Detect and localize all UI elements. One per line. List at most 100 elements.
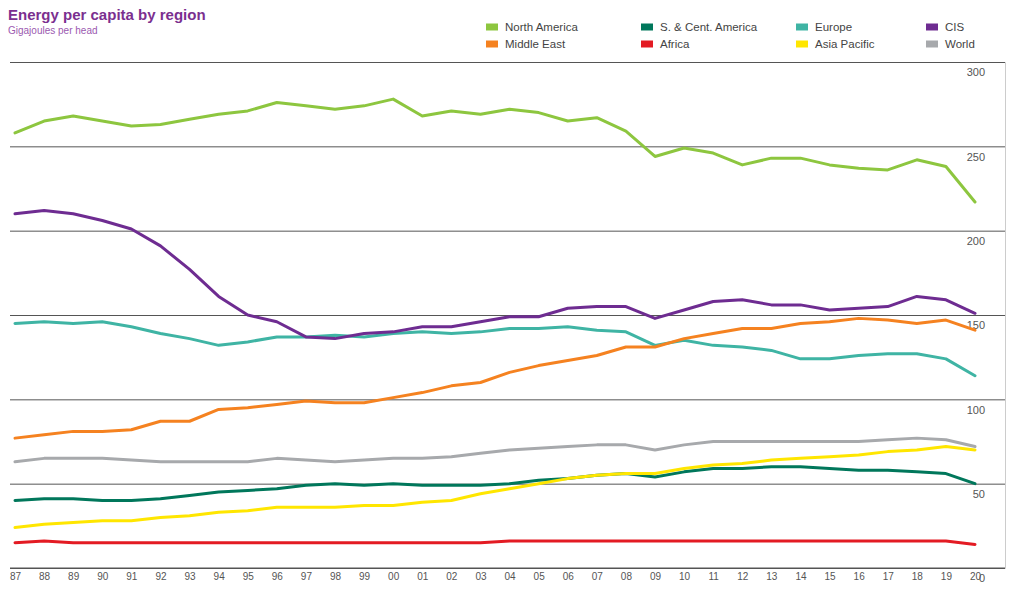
y-tick: 100	[10, 400, 1005, 416]
x-tick: 04	[504, 568, 516, 582]
legend-item: North America	[486, 21, 578, 33]
x-tick: 94	[214, 568, 226, 582]
x-tick: 17	[883, 568, 895, 582]
x-tick-label: 10	[679, 571, 691, 582]
legend-label: Europe	[815, 21, 852, 33]
x-tick: 97	[301, 568, 313, 582]
grid-line	[10, 399, 1005, 400]
legend-item: World	[926, 38, 975, 50]
x-tick: 20	[970, 568, 982, 582]
legend-swatch	[926, 41, 938, 48]
legend-swatch	[796, 41, 808, 48]
x-tick-label: 13	[766, 571, 778, 582]
x-tick-label: 93	[184, 571, 196, 582]
x-tick-label: 06	[563, 571, 575, 582]
x-tick: 93	[184, 568, 196, 582]
grid-line	[10, 146, 1005, 147]
x-tick-label: 08	[621, 571, 633, 582]
x-tick: 99	[359, 568, 371, 582]
legend-swatch	[641, 24, 653, 31]
x-tick-label: 04	[504, 571, 516, 582]
legend-label: Asia Pacific	[815, 38, 875, 50]
x-tick: 95	[243, 568, 255, 582]
x-tick: 11	[708, 568, 719, 582]
title: Energy per capita by region	[8, 6, 206, 23]
series-line	[15, 541, 975, 544]
series-line	[15, 210, 975, 338]
y-tick-label: 100	[967, 404, 985, 416]
y-tick: 300	[10, 63, 1005, 79]
x-tick-label: 15	[824, 571, 836, 582]
x-tick-label: 17	[883, 571, 895, 582]
grid-line	[10, 231, 1005, 232]
x-tick-label: 05	[534, 571, 546, 582]
x-tick-label: 96	[272, 571, 284, 582]
grid-line	[10, 62, 1005, 63]
x-tick: 87	[10, 568, 22, 582]
legend-label: Africa	[660, 38, 690, 50]
y-tick-label: 300	[967, 66, 985, 78]
x-tick: 02	[446, 568, 458, 582]
x-tick-label: 90	[97, 571, 109, 582]
grid-line	[10, 568, 1005, 569]
x-tick-label: 99	[359, 571, 371, 582]
x-tick: 10	[679, 568, 691, 582]
legend-swatch	[926, 24, 938, 31]
x-tick-label: 14	[795, 571, 807, 582]
subtitle: Gigajoules per head	[8, 25, 98, 36]
x-tick-label: 19	[941, 571, 953, 582]
legend-swatch	[486, 24, 498, 31]
x-tick-label: 11	[708, 571, 719, 582]
x-tick: 91	[126, 568, 138, 582]
x-tick-label: 12	[737, 571, 749, 582]
lines	[15, 99, 975, 544]
x-tick-label: 09	[650, 571, 662, 582]
legend-swatch	[796, 24, 808, 31]
legend-label: S. & Cent. America	[660, 21, 758, 33]
y-tick-label: 200	[967, 235, 985, 247]
x-tick: 01	[417, 568, 429, 582]
x-tick: 13	[766, 568, 778, 582]
x-tick: 00	[388, 568, 400, 582]
x-tick-label: 01	[417, 571, 429, 582]
x-tick-label: 92	[155, 571, 167, 582]
x-tick: 16	[854, 568, 866, 582]
legend-item: S. & Cent. America	[641, 21, 758, 33]
legend-label: World	[945, 38, 975, 50]
x-tick: 12	[737, 568, 749, 582]
x-tick-label: 87	[10, 571, 22, 582]
legend-label: CIS	[945, 21, 965, 33]
x-tick: 19	[941, 568, 953, 582]
x-tick-label: 94	[214, 571, 226, 582]
legend: North America S. & Cent. America Europe CIS…	[486, 21, 975, 50]
series-line	[15, 322, 975, 376]
x-tick: 92	[155, 568, 167, 582]
x-tick: 15	[824, 568, 836, 582]
x-axis-line	[10, 568, 1005, 569]
x-tick: 14	[795, 568, 807, 582]
x-tick-label: 98	[330, 571, 342, 582]
x-tick-label: 91	[126, 571, 138, 582]
x-tick: 89	[68, 568, 80, 582]
y-tick: 0	[10, 569, 1005, 585]
x-tick-label: 02	[446, 571, 458, 582]
y-tick-label: 250	[967, 151, 985, 163]
x-axis: 87 88 89 90 91 92 93 94 95 96 97 98 99 00 01 02 03 04 05 06…	[10, 568, 1005, 582]
x-tick-label: 16	[854, 571, 866, 582]
x-tick: 05	[534, 568, 546, 582]
y-tick: 250	[10, 147, 1005, 163]
legend-item: Asia Pacific	[796, 38, 875, 50]
x-tick: 96	[272, 568, 284, 582]
y-tick-label: 50	[973, 488, 985, 500]
x-tick-label: 18	[912, 571, 924, 582]
x-tick-label: 07	[592, 571, 604, 582]
legend-item: Africa	[641, 38, 690, 50]
x-tick: 03	[475, 568, 487, 582]
series-line	[15, 318, 975, 438]
legend-swatch	[486, 41, 498, 48]
x-tick-label: 88	[39, 571, 51, 582]
legend-label: North America	[505, 21, 578, 33]
legend-item: CIS	[926, 21, 965, 33]
x-tick: 18	[912, 568, 924, 582]
x-tick: 98	[330, 568, 342, 582]
